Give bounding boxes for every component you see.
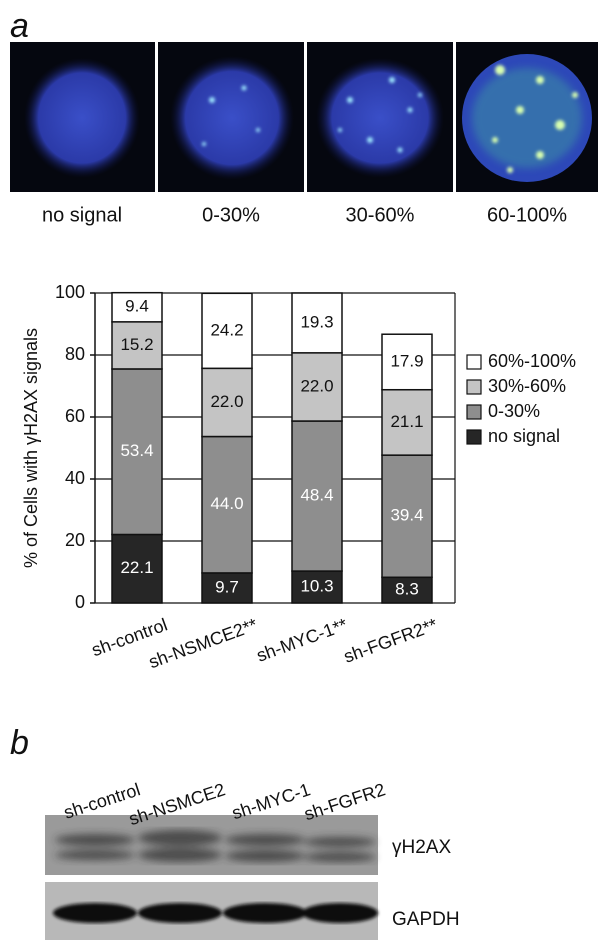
y-tick-label: 60 bbox=[65, 406, 85, 426]
x-tick-label: sh-FGFR2** bbox=[341, 614, 440, 666]
image-label: 60-100% bbox=[487, 204, 567, 226]
data-label: 44.0 bbox=[210, 494, 243, 513]
y-tick-label: 40 bbox=[65, 468, 85, 488]
data-label: 53.4 bbox=[120, 441, 153, 460]
bar-segment bbox=[201, 435, 253, 574]
bar-segment bbox=[381, 454, 433, 579]
bar-segment bbox=[111, 533, 163, 604]
image-label: no signal bbox=[42, 204, 122, 226]
data-label: 22.0 bbox=[300, 376, 333, 395]
y-tick-label: 100 bbox=[55, 282, 85, 302]
band-label: γH2AX bbox=[392, 837, 451, 858]
bar-segment bbox=[111, 291, 163, 323]
data-label: 19.3 bbox=[300, 312, 333, 331]
legend-swatch bbox=[466, 354, 482, 370]
image-label: 30-60% bbox=[346, 204, 415, 226]
panel-label: b bbox=[10, 724, 29, 762]
bar-segment bbox=[291, 292, 343, 354]
western-blot bbox=[45, 815, 378, 940]
data-label: 17.9 bbox=[390, 351, 423, 370]
legend-swatch bbox=[466, 429, 482, 445]
bar-segment bbox=[381, 388, 433, 456]
bar-segment bbox=[201, 367, 253, 438]
legend-label: 0-30% bbox=[488, 401, 540, 421]
bar-segment bbox=[201, 572, 253, 604]
data-label: 22.0 bbox=[210, 392, 243, 411]
legend-swatch bbox=[466, 404, 482, 420]
data-label: 48.4 bbox=[300, 486, 333, 505]
image-label: 0-30% bbox=[202, 204, 260, 226]
data-label: 22.1 bbox=[120, 558, 153, 577]
bar-segment bbox=[381, 333, 433, 391]
bar-segment bbox=[381, 576, 433, 604]
legend-label: 30%-60% bbox=[488, 376, 566, 396]
data-label: 21.1 bbox=[390, 412, 423, 431]
y-tick-label: 20 bbox=[65, 530, 85, 550]
y-axis-label: % of Cells with γH2AX signals bbox=[21, 328, 41, 568]
data-label: 24.2 bbox=[210, 320, 243, 339]
data-label: 9.4 bbox=[125, 297, 149, 316]
data-label: 10.3 bbox=[300, 577, 333, 596]
legend-swatch bbox=[466, 379, 482, 395]
band-label: GAPDH bbox=[392, 909, 460, 930]
bar-segment bbox=[291, 352, 343, 422]
data-label: 15.2 bbox=[120, 335, 153, 354]
bar-segment bbox=[291, 420, 343, 572]
data-label: 9.7 bbox=[215, 577, 239, 596]
panel-label: a bbox=[10, 7, 29, 45]
y-tick-label: 80 bbox=[65, 344, 85, 364]
data-label: 8.3 bbox=[395, 580, 419, 599]
legend-label: no signal bbox=[488, 426, 560, 446]
micrographs bbox=[10, 42, 598, 192]
bar-segment bbox=[111, 368, 163, 536]
x-tick-label: sh-MYC-1** bbox=[254, 614, 350, 665]
legend-label: 60%-100% bbox=[488, 351, 576, 371]
y-tick-label: 0 bbox=[75, 592, 85, 612]
bar-segment bbox=[201, 292, 253, 370]
data-label: 39.4 bbox=[390, 506, 423, 525]
